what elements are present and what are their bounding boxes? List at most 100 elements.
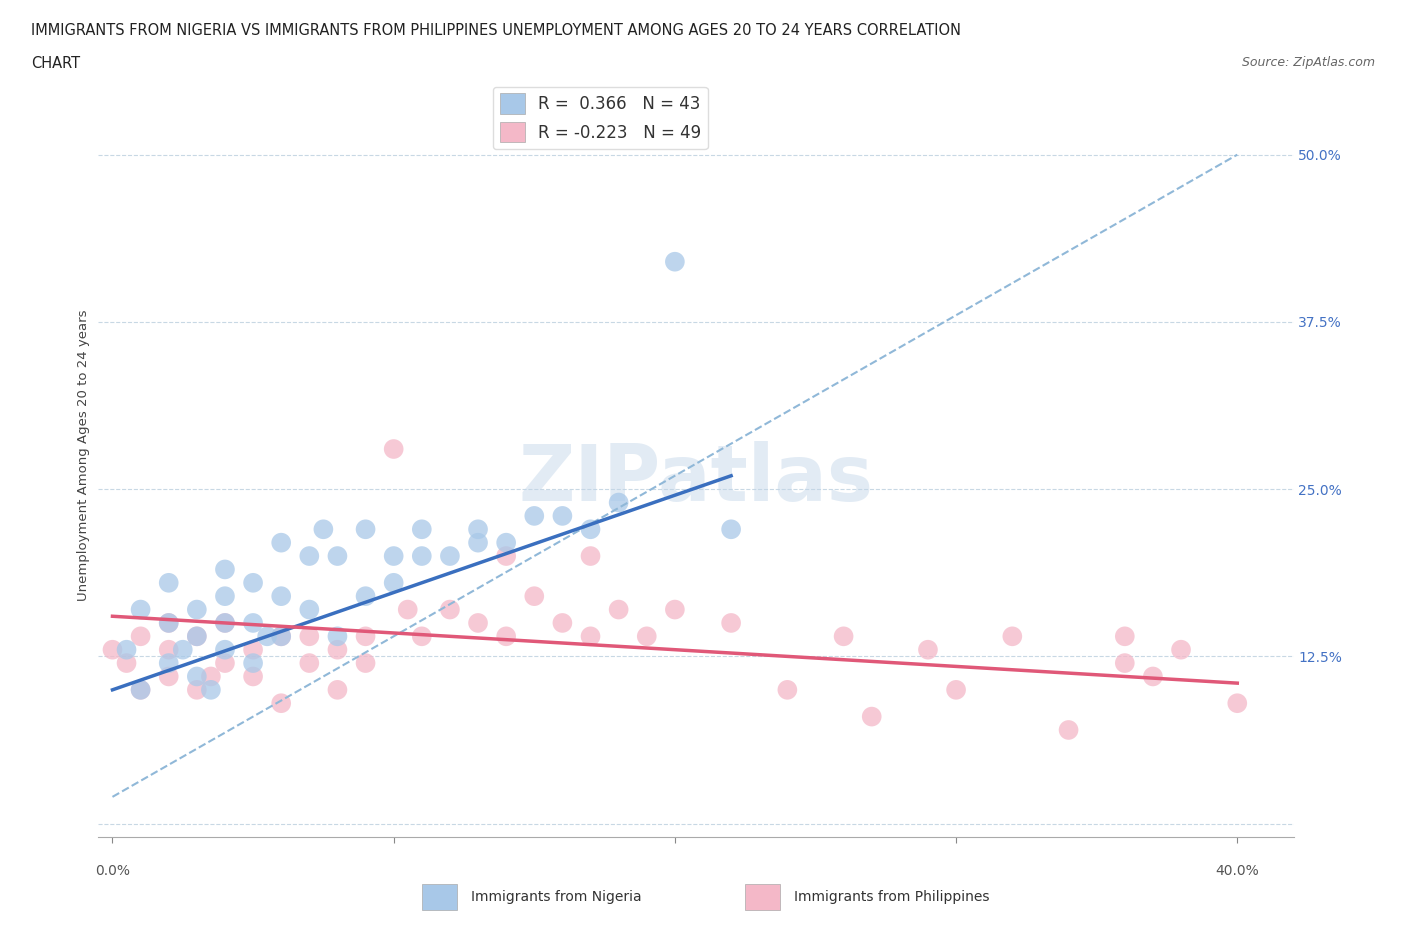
Point: [551, 616, 574, 631]
Point: [382, 576, 405, 591]
Point: [115, 656, 138, 671]
Text: 0.0%: 0.0%: [96, 864, 129, 878]
Point: [157, 576, 180, 591]
Point: [242, 576, 264, 591]
Point: [270, 629, 292, 644]
Point: [172, 643, 194, 658]
Point: [1170, 643, 1192, 658]
Point: [214, 616, 236, 631]
Point: [411, 522, 433, 537]
Point: [354, 589, 377, 604]
Point: [214, 562, 236, 577]
Point: [129, 602, 152, 617]
Point: [326, 643, 349, 658]
Point: [101, 643, 124, 658]
Point: [439, 602, 461, 617]
Point: [917, 643, 939, 658]
Point: [607, 495, 630, 510]
Point: [832, 629, 855, 644]
Point: [186, 602, 208, 617]
Point: [860, 710, 883, 724]
Point: [186, 629, 208, 644]
FancyBboxPatch shape: [745, 884, 780, 910]
Text: IMMIGRANTS FROM NIGERIA VS IMMIGRANTS FROM PHILIPPINES UNEMPLOYMENT AMONG AGES 2: IMMIGRANTS FROM NIGERIA VS IMMIGRANTS FR…: [31, 23, 960, 38]
Point: [312, 522, 335, 537]
Point: [411, 549, 433, 564]
Point: [214, 616, 236, 631]
Point: [396, 602, 419, 617]
Point: [298, 629, 321, 644]
Point: [157, 656, 180, 671]
Point: [382, 442, 405, 457]
Point: [354, 656, 377, 671]
Text: Immigrants from Nigeria: Immigrants from Nigeria: [471, 890, 641, 905]
Point: [636, 629, 658, 644]
Point: [129, 683, 152, 698]
Point: [607, 602, 630, 617]
Point: [186, 683, 208, 698]
Point: [1057, 723, 1080, 737]
Point: [439, 549, 461, 564]
Point: [200, 683, 222, 698]
Point: [242, 656, 264, 671]
Point: [495, 536, 517, 551]
Point: [495, 549, 517, 564]
Point: [411, 629, 433, 644]
Point: [467, 536, 489, 551]
Point: [579, 522, 602, 537]
Point: [270, 696, 292, 711]
Point: [720, 616, 742, 631]
Point: [270, 589, 292, 604]
Text: CHART: CHART: [31, 56, 80, 71]
Point: [382, 549, 405, 564]
Point: [270, 536, 292, 551]
Point: [256, 629, 278, 644]
Text: Immigrants from Philippines: Immigrants from Philippines: [794, 890, 990, 905]
Point: [214, 589, 236, 604]
Point: [945, 683, 967, 698]
Point: [242, 669, 264, 684]
Legend: R =  0.366   N = 43, R = -0.223   N = 49: R = 0.366 N = 43, R = -0.223 N = 49: [494, 86, 707, 149]
Point: [1226, 696, 1249, 711]
Point: [354, 522, 377, 537]
Point: [467, 522, 489, 537]
Point: [579, 549, 602, 564]
Point: [467, 616, 489, 631]
Point: [326, 683, 349, 698]
Point: [157, 616, 180, 631]
Point: [129, 683, 152, 698]
Point: [664, 602, 686, 617]
Point: [214, 643, 236, 658]
Point: [214, 656, 236, 671]
Point: [298, 656, 321, 671]
Point: [720, 522, 742, 537]
Point: [523, 509, 546, 524]
Point: [129, 629, 152, 644]
Point: [186, 629, 208, 644]
Y-axis label: Unemployment Among Ages 20 to 24 years: Unemployment Among Ages 20 to 24 years: [77, 310, 90, 602]
Point: [242, 643, 264, 658]
Text: Source: ZipAtlas.com: Source: ZipAtlas.com: [1241, 56, 1375, 69]
Point: [157, 669, 180, 684]
Point: [1142, 669, 1164, 684]
Point: [1001, 629, 1024, 644]
Point: [298, 602, 321, 617]
Point: [186, 669, 208, 684]
Point: [157, 643, 180, 658]
FancyBboxPatch shape: [422, 884, 457, 910]
Point: [664, 254, 686, 269]
Point: [776, 683, 799, 698]
Point: [551, 509, 574, 524]
Text: ZIPatlas: ZIPatlas: [519, 441, 873, 516]
Point: [1114, 629, 1136, 644]
Text: 40.0%: 40.0%: [1215, 864, 1260, 878]
Point: [495, 629, 517, 644]
Point: [326, 629, 349, 644]
Point: [326, 549, 349, 564]
Point: [298, 549, 321, 564]
Point: [242, 616, 264, 631]
Point: [354, 629, 377, 644]
Point: [579, 629, 602, 644]
Point: [115, 643, 138, 658]
Point: [523, 589, 546, 604]
